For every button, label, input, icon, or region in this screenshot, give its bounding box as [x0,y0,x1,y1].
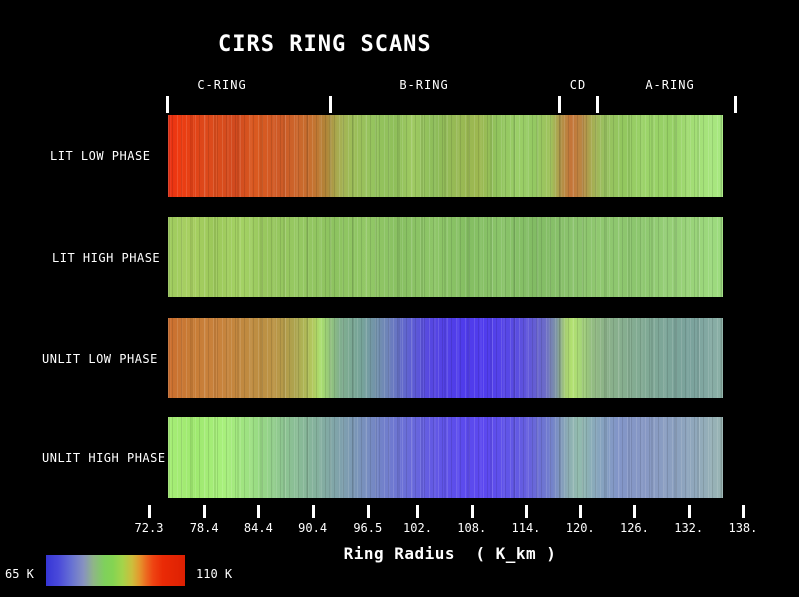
x-axis-tick [741,505,745,518]
x-axis-tick [633,505,637,518]
ring-label-a-ring: A-RING [645,78,695,92]
ring-boundary-tick [165,96,169,113]
ring-label-cd: CD [569,78,587,92]
x-axis-tick-label: 132. [674,521,704,535]
x-axis-tick [203,505,207,518]
x-axis-tick-label: 138. [728,521,758,535]
colorbar-gradient [46,555,185,586]
row-label-unlit-low-phase: UNLIT LOW PHASE [42,352,158,366]
x-axis-tick-label: 126. [619,521,649,535]
x-axis-tick-label: 114. [511,521,541,535]
x-axis-tick [257,505,261,518]
ring-label-b-ring: B-RING [399,78,449,92]
x-axis-tick [579,505,583,518]
x-axis-tick-label: 72.3 [134,521,164,535]
colorbar-min-label: 65 K [5,567,34,581]
x-axis-tick [311,505,315,518]
ring-boundary-tick [328,96,332,113]
row-label-lit-low-phase: LIT LOW PHASE [50,149,151,163]
x-axis-tick-label: 96.5 [353,521,383,535]
x-axis-title: Ring Radius ( K_km ) [343,544,557,563]
row-label-unlit-high-phase: UNLIT HIGH PHASE [42,451,166,465]
x-axis-tick [148,505,151,518]
scan-bar-lit-low-phase [168,115,723,197]
x-axis-tick [416,505,420,518]
x-axis-tick [687,505,691,518]
x-axis-tick-label: 102. [403,521,432,535]
scan-bar-lit-high-phase [168,217,723,297]
x-axis-tick-label: 84.4 [243,521,273,535]
colorbar-max-label: 110 K [196,567,233,581]
scan-bar-unlit-low-phase [168,318,723,398]
x-axis-tick-label: 78.4 [189,521,219,535]
chart-title: CIRS RING SCANS [218,32,432,57]
scan-bar-unlit-high-phase [168,417,723,498]
x-axis-tick-label: 120. [565,521,595,535]
x-axis-tick [524,505,528,518]
ring-boundary-tick [733,96,737,113]
x-axis-tick [470,505,474,518]
x-axis-tick-label: 108. [457,521,487,535]
ring-boundary-tick [558,96,562,113]
row-label-lit-high-phase: LIT HIGH PHASE [52,251,161,265]
x-axis-tick-label: 90.4 [298,521,328,535]
ring-boundary-tick [596,96,600,113]
x-axis-tick [366,505,370,518]
ring-label-c-ring: C-RING [197,78,247,92]
